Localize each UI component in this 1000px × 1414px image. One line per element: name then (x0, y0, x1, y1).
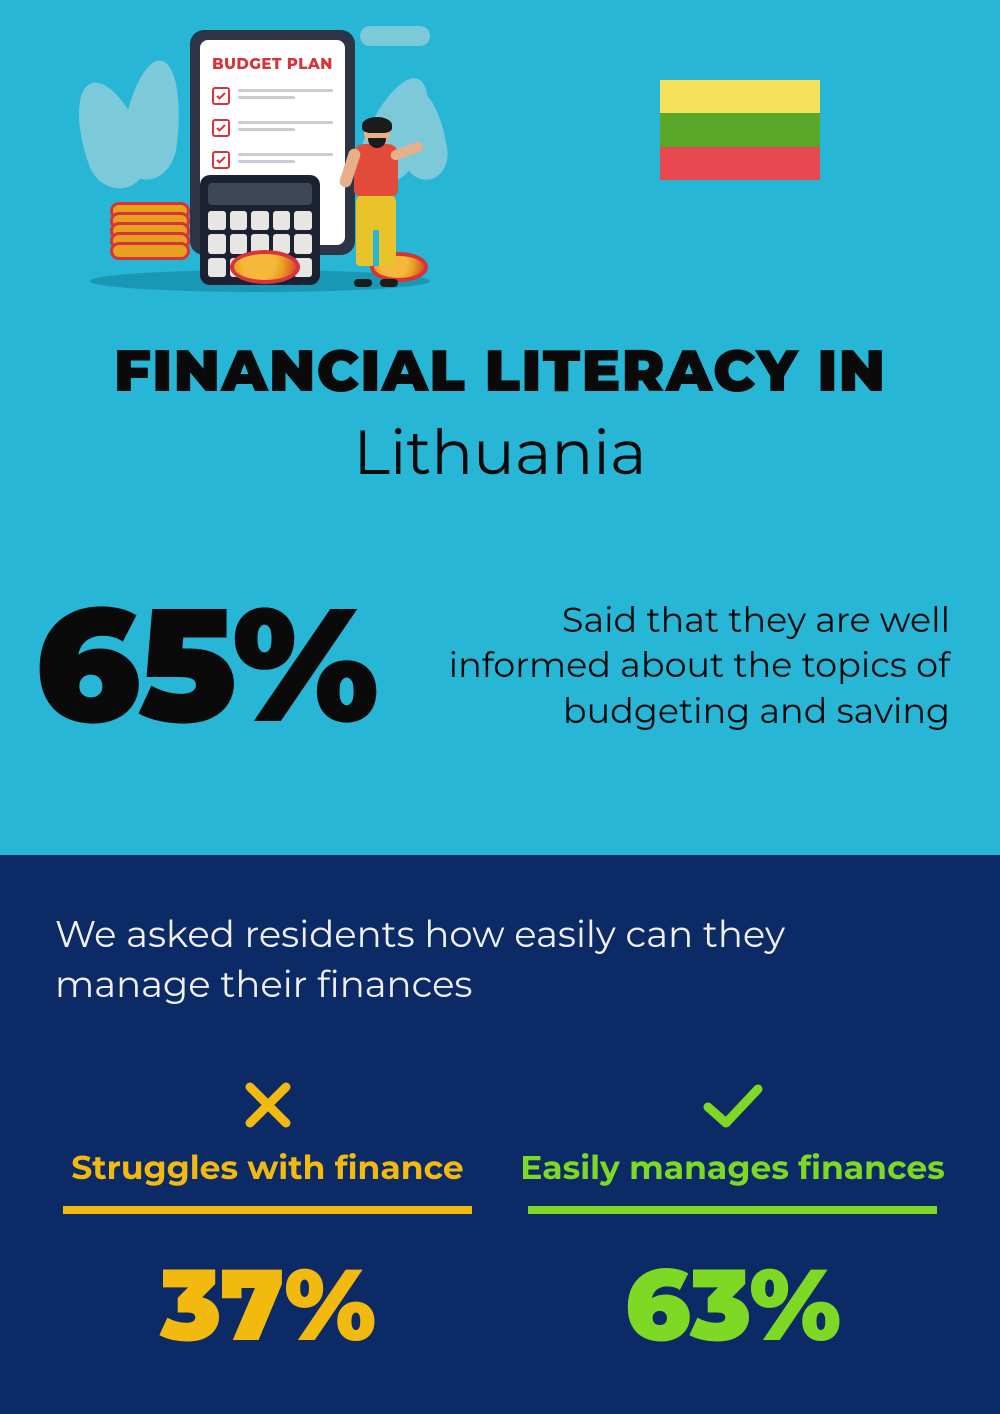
headline-description: Said that they are well informed about t… (401, 597, 950, 734)
flag-stripe (660, 147, 820, 180)
column-struggles: Struggles with finance 37% (55, 1070, 480, 1366)
cross-icon (55, 1070, 480, 1140)
check-icon (520, 1070, 945, 1140)
flag-stripe (660, 80, 820, 113)
column-percent: 63% (520, 1244, 945, 1366)
column-rule (528, 1206, 937, 1214)
bottom-section: We asked residents how easily can they m… (0, 855, 1000, 1414)
person-icon (340, 120, 410, 285)
survey-question: We asked residents how easily can they m… (55, 910, 945, 1010)
result-columns: Struggles with finance 37% Easily manage… (55, 1070, 945, 1366)
page-title: FINANCIAL LITERACY IN Lithuania (0, 335, 1000, 490)
title-line-1: FINANCIAL LITERACY IN (0, 335, 1000, 406)
title-line-2: Lithuania (0, 414, 1000, 490)
column-label: Easily manages finances (520, 1148, 945, 1188)
clipboard-title: BUDGET PLAN (212, 54, 333, 73)
column-rule (63, 1206, 472, 1214)
column-easily-manages: Easily manages finances 63% (520, 1070, 945, 1366)
column-label: Struggles with finance (55, 1148, 480, 1188)
column-percent: 37% (55, 1244, 480, 1366)
coin-stack-icon (110, 210, 190, 260)
budget-plan-illustration: BUDGET PLAN (70, 20, 450, 300)
coin-icon (230, 250, 300, 284)
lithuania-flag-icon (660, 80, 820, 180)
headline-percent: 65% (35, 585, 376, 745)
flag-stripe (660, 113, 820, 146)
headline-stat: 65% Said that they are well informed abo… (35, 585, 950, 745)
top-section: BUDGET PLAN (0, 0, 1000, 855)
